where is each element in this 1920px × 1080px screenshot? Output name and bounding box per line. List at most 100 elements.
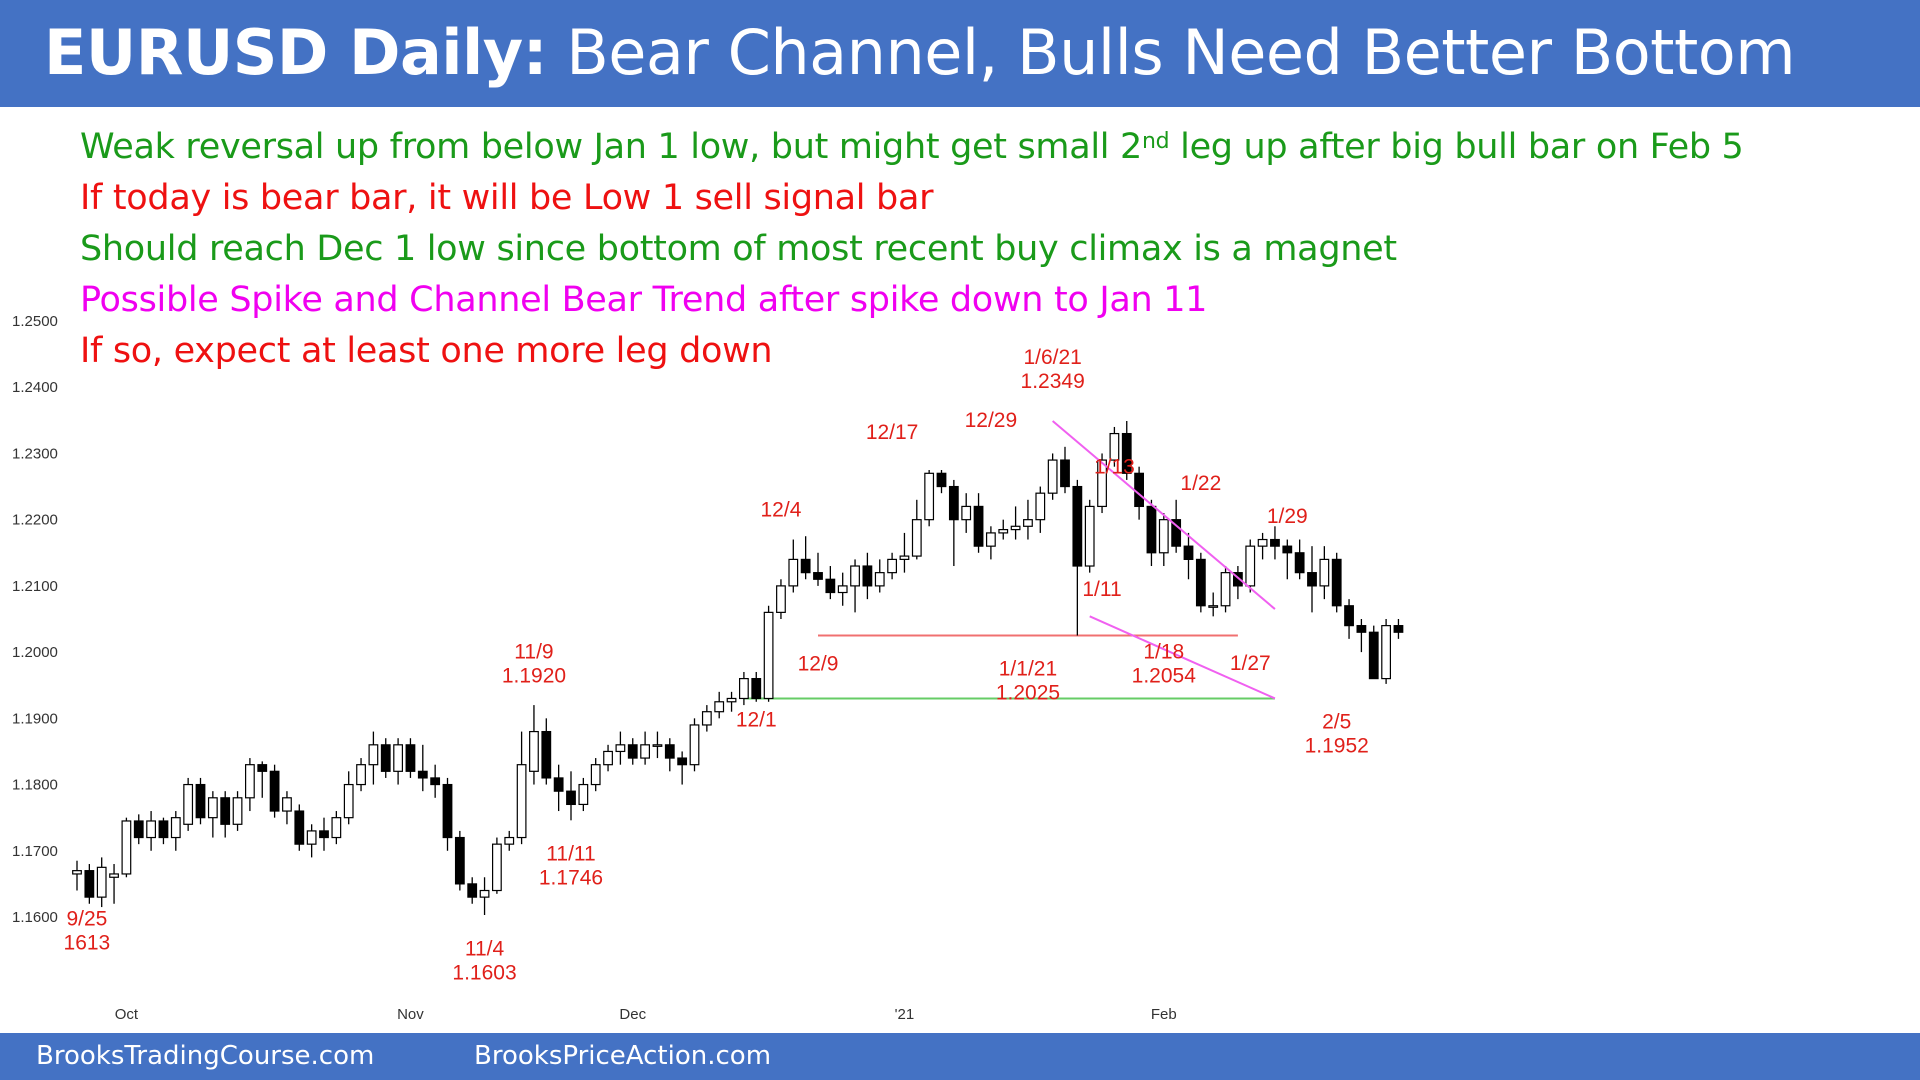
- bull-candle: [590, 764, 601, 786]
- bull-candle: [1245, 545, 1256, 587]
- commentary-notes: Weak reversal up from below Jan 1 low, b…: [80, 122, 1744, 377]
- page-title: EURUSD Daily: Bear Channel, Bulls Need B…: [44, 16, 1796, 89]
- bull-candle: [245, 764, 255, 799]
- bear-candle: [751, 677, 762, 700]
- y-tick-label: 1.2100: [12, 578, 58, 595]
- price-annotation: 1/22: [1180, 472, 1221, 495]
- footer-right-link[interactable]: BrooksPriceAction.com: [474, 1041, 772, 1071]
- bull-candle: [170, 817, 181, 839]
- price-annotation: 1.1603: [452, 961, 516, 984]
- bull-candle: [652, 744, 663, 747]
- title-bold: EURUSD Daily:: [44, 16, 548, 89]
- bear-candle: [1171, 519, 1182, 547]
- price-annotation: 12/4: [761, 498, 802, 521]
- bear-candle: [800, 558, 811, 574]
- x-tick-label: Nov: [397, 1006, 424, 1023]
- bear-candle: [195, 783, 206, 819]
- bull-candle: [763, 611, 774, 700]
- note-1-text-end: leg up after big bull bar on Feb 5: [1169, 127, 1744, 167]
- price-annotation: 12/17: [866, 421, 919, 444]
- bull-candle: [714, 701, 725, 713]
- bull-candle: [887, 558, 897, 574]
- price-annotation: 1.1746: [539, 867, 603, 890]
- bear-candle: [1270, 538, 1280, 547]
- bear-candle: [1393, 625, 1404, 633]
- price-annotation: 11/4: [465, 937, 505, 960]
- title-rest: Bear Channel, Bulls Need Better Bottom: [547, 16, 1796, 89]
- price-annotation: 11/11: [546, 843, 595, 866]
- bull-candle: [282, 797, 292, 812]
- bull-candle: [492, 843, 502, 892]
- bear-candle: [454, 836, 465, 885]
- price-annotation: 11/9: [514, 641, 553, 664]
- y-tick-label: 1.1800: [12, 777, 58, 794]
- bear-candle: [1294, 552, 1305, 574]
- bear-candle: [133, 820, 144, 839]
- bear-candle: [1183, 545, 1194, 561]
- bull-candle: [961, 505, 972, 521]
- bear-candle: [664, 744, 675, 759]
- note-1-sup: nd: [1142, 129, 1170, 154]
- price-annotation: 1.2025: [996, 681, 1060, 704]
- bull-candle: [1047, 459, 1058, 494]
- bear-candle: [973, 505, 984, 547]
- y-tick-label: 1.2200: [12, 512, 58, 529]
- bull-candle: [998, 528, 1009, 534]
- footer-bar: BrooksTradingCourse.com BrooksPriceActio…: [0, 1033, 1920, 1080]
- bull-candle: [1035, 492, 1046, 521]
- bear-candle: [1060, 459, 1070, 488]
- price-annotation: 2/5: [1322, 710, 1351, 733]
- footer-left-link[interactable]: BrooksTradingCourse.com: [36, 1041, 375, 1071]
- price-annotation: 1/6/21: [1023, 346, 1081, 369]
- bear-candle: [442, 783, 453, 839]
- bear-candle: [1282, 545, 1293, 554]
- bull-candle: [72, 870, 82, 875]
- y-tick-label: 1.1600: [12, 909, 58, 926]
- y-tick-label: 1.1900: [12, 710, 58, 727]
- price-annotation: 1/1/21: [999, 657, 1057, 680]
- bull-candle: [96, 866, 107, 898]
- bull-candle: [899, 555, 910, 560]
- price-annotation: 1.1920: [502, 665, 566, 688]
- bull-candle: [689, 724, 700, 766]
- bull-candle: [356, 764, 366, 786]
- bull-candle: [1381, 625, 1392, 680]
- bull-candle: [726, 697, 737, 703]
- bull-candle: [1109, 432, 1120, 461]
- bear-candle: [1344, 605, 1354, 627]
- note-1: Weak reversal up from below Jan 1 low, b…: [80, 122, 1744, 173]
- price-annotation: 12/29: [965, 409, 1018, 432]
- bull-candle: [1158, 519, 1169, 554]
- note-3: Should reach Dec 1 low since bottom of m…: [80, 229, 1397, 269]
- bear-candle: [627, 744, 638, 759]
- x-tick-label: Oct: [115, 1006, 139, 1023]
- bear-candle: [1307, 572, 1317, 587]
- bear-candle: [813, 572, 823, 580]
- bull-candle: [232, 797, 243, 825]
- header-bar: EURUSD Daily: Bear Channel, Bulls Need B…: [0, 0, 1920, 107]
- bear-candle: [467, 883, 478, 898]
- bull-candle: [121, 820, 132, 875]
- price-annotation: 1/13: [1094, 455, 1135, 478]
- bear-candle: [1072, 485, 1083, 567]
- note-2: If today is bear bar, it will be Low 1 s…: [80, 178, 934, 218]
- bull-candle: [837, 585, 848, 594]
- bear-candle: [1356, 625, 1367, 633]
- bear-candle: [257, 764, 268, 772]
- bear-candle: [294, 810, 305, 845]
- y-tick-label: 1.2000: [12, 644, 58, 661]
- bull-candle: [578, 783, 589, 806]
- x-tick-label: Dec: [619, 1006, 646, 1023]
- upper-channel-line: [1052, 420, 1276, 610]
- bull-candle: [516, 764, 527, 839]
- bear-candle: [417, 770, 428, 779]
- bear-candle: [84, 870, 95, 898]
- bull-candle: [1010, 525, 1021, 531]
- bear-candle: [319, 830, 329, 839]
- price-annotation: 1/27: [1230, 652, 1271, 675]
- bull-candle: [924, 472, 935, 521]
- bull-candle: [603, 750, 613, 766]
- bull-candle: [850, 565, 860, 587]
- bull-candle: [1097, 459, 1107, 508]
